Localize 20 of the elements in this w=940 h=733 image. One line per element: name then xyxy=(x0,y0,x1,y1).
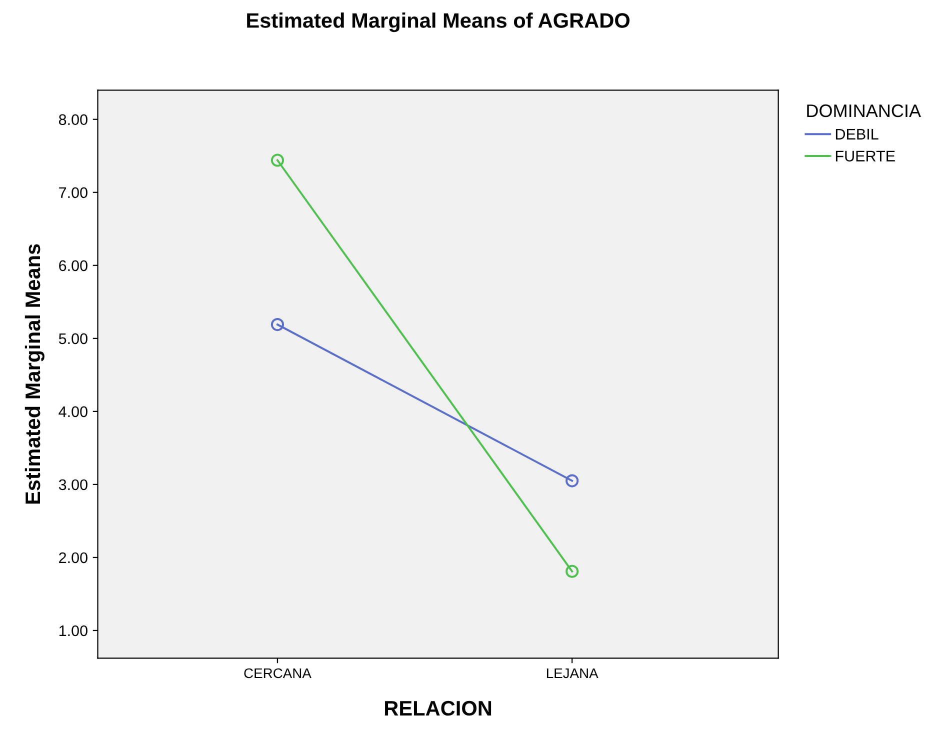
point xyxy=(270,154,284,167)
chart-title: Estimated Marginal Means of AGRADO xyxy=(247,12,630,32)
x-tick-label: LEJANA xyxy=(546,668,598,678)
y-tick-label: 4.00 xyxy=(58,406,88,418)
legend-title: DOMINANCIA xyxy=(807,104,922,118)
legend-label: DEBIL xyxy=(836,128,878,140)
y-tick-label: 3.00 xyxy=(58,479,88,490)
y-tick-label: 8.00 xyxy=(58,114,88,126)
point xyxy=(566,474,579,488)
point xyxy=(270,318,284,332)
x-axis-title: RELACION xyxy=(385,700,492,716)
legend-label: FUERTE xyxy=(836,150,895,162)
x-tick-label: CERCANA xyxy=(244,668,312,678)
y-tick-label: 6.00 xyxy=(59,260,88,272)
y-axis-title: Estimated Marginal Means xyxy=(24,244,44,504)
y-tick-label: 2.00 xyxy=(59,552,88,564)
y-tick-label: 1.00 xyxy=(59,625,88,636)
point xyxy=(566,564,579,578)
y-tick-label: 5.00 xyxy=(58,333,88,344)
y-tick-label: 7.00 xyxy=(59,187,88,198)
